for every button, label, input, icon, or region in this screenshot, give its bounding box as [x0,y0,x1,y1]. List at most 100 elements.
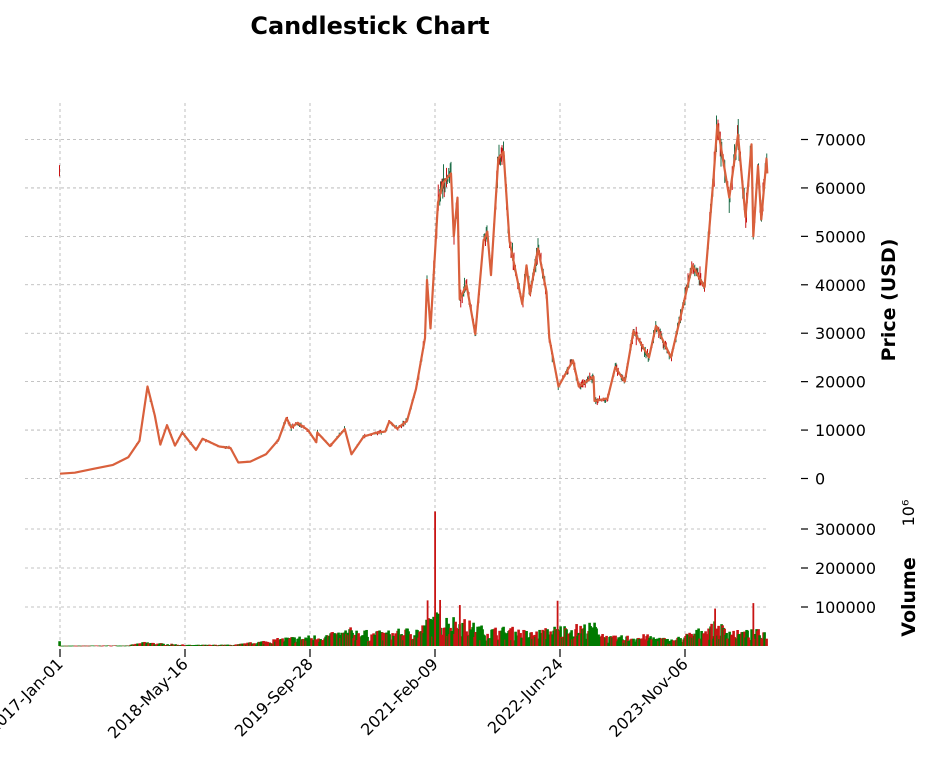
volume-bar [293,637,296,646]
volume-bar [381,632,384,646]
volume-bar [105,645,108,647]
price-tick-label: 40000 [815,276,866,295]
volume-bar [101,645,104,647]
x-tick-label: 2022-Jun-24 [484,654,567,737]
volume-spike-bar [714,608,716,646]
volume-bar [244,643,247,646]
volume-bar [546,629,549,646]
volume-spike-bar [426,600,429,646]
volume-bar [229,644,232,646]
volume-bar [509,628,512,646]
volume-bar [437,613,440,646]
volume-bar [162,643,165,646]
volume-bar [626,635,629,646]
volume-bar [646,634,649,646]
volume-bar [695,629,698,646]
volume-bar [602,637,605,646]
x-tick-label: 2018-May-16 [104,654,192,742]
volume-bar [535,631,538,646]
grid-layer [25,103,767,646]
price-tick-label: 60000 [815,179,866,198]
volume-bar [605,635,608,646]
volume-bar [298,636,301,646]
volume-bar [654,638,657,646]
volume-spike-bar [434,511,436,646]
volume-bar [700,630,703,646]
volume-bar [220,644,223,646]
x-tick-label: 2019-Sep-28 [231,654,317,740]
volume-bar [456,628,459,646]
volume-spike-bar [439,599,441,646]
price-tick-label: 70000 [815,131,866,150]
volume-bar [373,634,376,646]
volume-bar [765,638,768,646]
volume-bar [595,628,598,646]
price-tick-label: 20000 [815,373,866,392]
price-close-line [59,123,769,475]
volume-bar [397,628,400,646]
volume-bar [182,645,185,646]
volume-bar [378,630,381,646]
volume-bar [472,622,475,646]
volume-bar [728,631,731,646]
volume-bar [666,638,669,646]
volume-bar [697,628,700,646]
volume-bar [702,633,705,646]
volume-bar [118,645,121,646]
volume-bar [738,634,741,646]
volume-scale-label: 10⁶ [899,500,918,527]
volume-bar [544,628,547,646]
price-tick-label: 50000 [815,227,866,246]
price-tick-label: 10000 [815,421,866,440]
volume-bar [565,629,568,646]
price-tick-label: 30000 [815,324,866,343]
volume-bar [478,626,481,646]
volume-bar [741,631,744,646]
volume-axis-label: Volume [898,557,920,636]
volume-bar [549,631,552,646]
volume-bar [331,632,334,646]
volume-bar [525,630,528,646]
volume-bar [710,623,713,646]
volume-bar [262,640,265,646]
volume-bar [763,632,766,646]
volume-bar [463,619,466,646]
volume-bar [376,630,379,646]
volume-bar [503,632,506,646]
volume-bar [355,630,358,646]
x-tick-label: 2021-Feb-09 [357,654,442,739]
volume-bar [664,639,667,646]
volume-bar [670,639,673,646]
volume-bar [717,625,720,646]
volume-bar [575,624,578,646]
volume-spike-bar [458,605,461,646]
volume-tick-label: 100000 [815,598,876,617]
volume-bar [452,617,455,646]
volume-spike-bar [752,603,755,646]
volume-bar [108,645,111,646]
volume-bar [432,616,435,646]
volume-spike-bar [556,600,559,646]
volume-bars [58,511,768,647]
volume-tick-label: 200000 [815,559,876,578]
volume-bar [430,619,433,646]
axes: 0 10000 20000 30000 40000 50000 60000 70000 1000… [0,131,876,743]
x-tick-label: 2017-Jan-01 [0,654,67,737]
volume-bar [201,644,204,646]
volume-bar [117,645,120,647]
volume-bar [277,639,280,646]
volume-bar [249,642,252,646]
volume-bar [110,645,113,647]
volume-bar [539,633,542,646]
price-tick-label: 0 [815,470,825,489]
volume-bar [559,626,562,646]
volume-bar [174,644,177,646]
volume-bar [445,617,448,646]
volume-bar [511,626,514,646]
chart-title: Candlestick Chart [250,12,489,40]
volume-bar [98,645,101,647]
volume-bar [668,640,671,646]
x-tick-label: 2023-Nov-06 [605,654,692,741]
volume-bar [707,628,710,646]
